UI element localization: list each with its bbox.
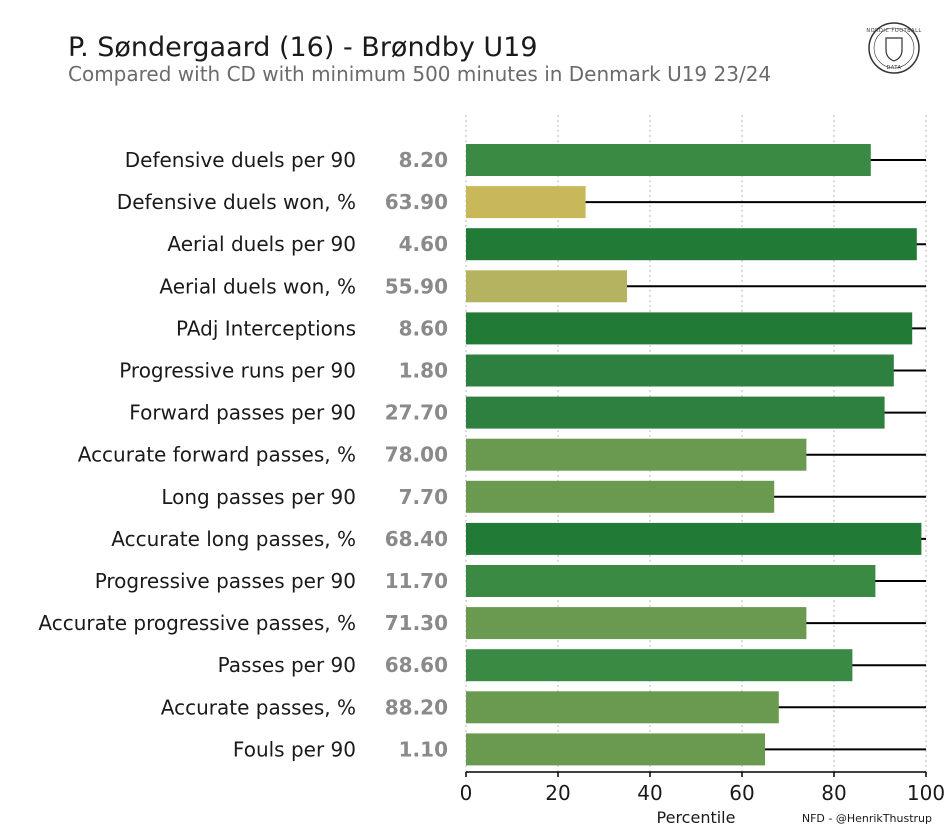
- metric-label: Defensive duels per 90: [125, 148, 356, 172]
- percentile-bar: [466, 691, 779, 724]
- percentile-bar: [466, 522, 922, 555]
- percentile-bar: [466, 270, 627, 303]
- metric-label: Accurate long passes, %: [111, 527, 356, 551]
- metric-label: Accurate forward passes, %: [78, 443, 356, 467]
- metric-label: Defensive duels won, %: [117, 190, 356, 214]
- metric-value: 7.70: [399, 485, 448, 509]
- metric-value: 1.10: [399, 737, 448, 761]
- metric-value: 68.60: [385, 653, 448, 677]
- metric-value: 68.40: [385, 527, 448, 551]
- metric-value: 78.00: [385, 443, 448, 467]
- x-tick-label: 0: [460, 781, 473, 805]
- metric-label: Accurate progressive passes, %: [38, 611, 356, 635]
- chart-subtitle: Compared with CD with minimum 500 minute…: [68, 62, 771, 86]
- logo-bottom-text: DATA: [887, 65, 902, 71]
- percentile-bar: [466, 480, 775, 513]
- metric-label: Progressive runs per 90: [119, 359, 356, 383]
- brand-logo: NORDIC FOOTBALL DATA: [866, 22, 921, 74]
- bars: [466, 144, 926, 766]
- shield-icon: [885, 37, 903, 62]
- logo-inner-ring: [873, 27, 915, 69]
- metric-label: Progressive passes per 90: [95, 569, 356, 593]
- percentile-bar: [466, 607, 807, 640]
- percentile-bar: [466, 396, 885, 429]
- percentile-bar: [466, 565, 876, 597]
- percentile-bar: [466, 438, 807, 471]
- metric-label: Aerial duels won, %: [159, 274, 356, 298]
- logo-top-text: NORDIC FOOTBALL: [866, 28, 921, 34]
- metric-label: Passes per 90: [218, 653, 356, 677]
- credit-text: NFD - @HenrikThustrup: [802, 812, 932, 825]
- metric-label: Accurate passes, %: [161, 695, 356, 719]
- metric-value: 8.20: [399, 148, 448, 172]
- percentile-bar: [466, 144, 871, 176]
- metric-label: Fouls per 90: [233, 737, 356, 761]
- metric-values: 8.20 63.90 4.60 55.90 8.60 1.80 27.70 78.00 7.70…: [385, 148, 448, 761]
- metric-label: Aerial duels per 90: [167, 232, 356, 256]
- metric-value: 88.20: [385, 695, 448, 719]
- chart-title: P. Søndergaard (16) - Brøndby U19: [68, 32, 538, 63]
- x-axis-title: Percentile: [657, 808, 736, 827]
- percentile-bar: [466, 649, 853, 682]
- metric-value: 8.60: [399, 316, 448, 340]
- percentile-bar: [466, 312, 913, 345]
- metric-value: 11.70: [385, 569, 448, 593]
- metric-label: PAdj Interceptions: [176, 316, 356, 340]
- metric-value: 63.90: [385, 190, 448, 214]
- metric-value: 55.90: [385, 274, 448, 298]
- metric-value: 1.80: [399, 359, 448, 383]
- metric-label: Long passes per 90: [161, 485, 356, 509]
- metric-label: Forward passes per 90: [129, 401, 356, 425]
- x-tick-label: 100: [907, 781, 945, 805]
- percentile-bar: [466, 186, 586, 219]
- x-tick-label: 20: [545, 781, 570, 805]
- x-axis: 0 20 40 60 80 100: [460, 771, 945, 805]
- logo-ring: [868, 22, 920, 74]
- metric-value: 4.60: [399, 232, 448, 256]
- x-tick-label: 40: [637, 781, 662, 805]
- percentile-bar: [466, 228, 917, 261]
- x-tick-label: 60: [729, 781, 754, 805]
- x-tick-label: 80: [821, 781, 846, 805]
- metric-value: 71.30: [385, 611, 448, 635]
- percentile-bar: [466, 733, 765, 766]
- metric-value: 27.70: [385, 401, 448, 425]
- metric-labels: Defensive duels per 90 Defensive duels wo…: [38, 148, 356, 761]
- percentile-bar: [466, 354, 894, 387]
